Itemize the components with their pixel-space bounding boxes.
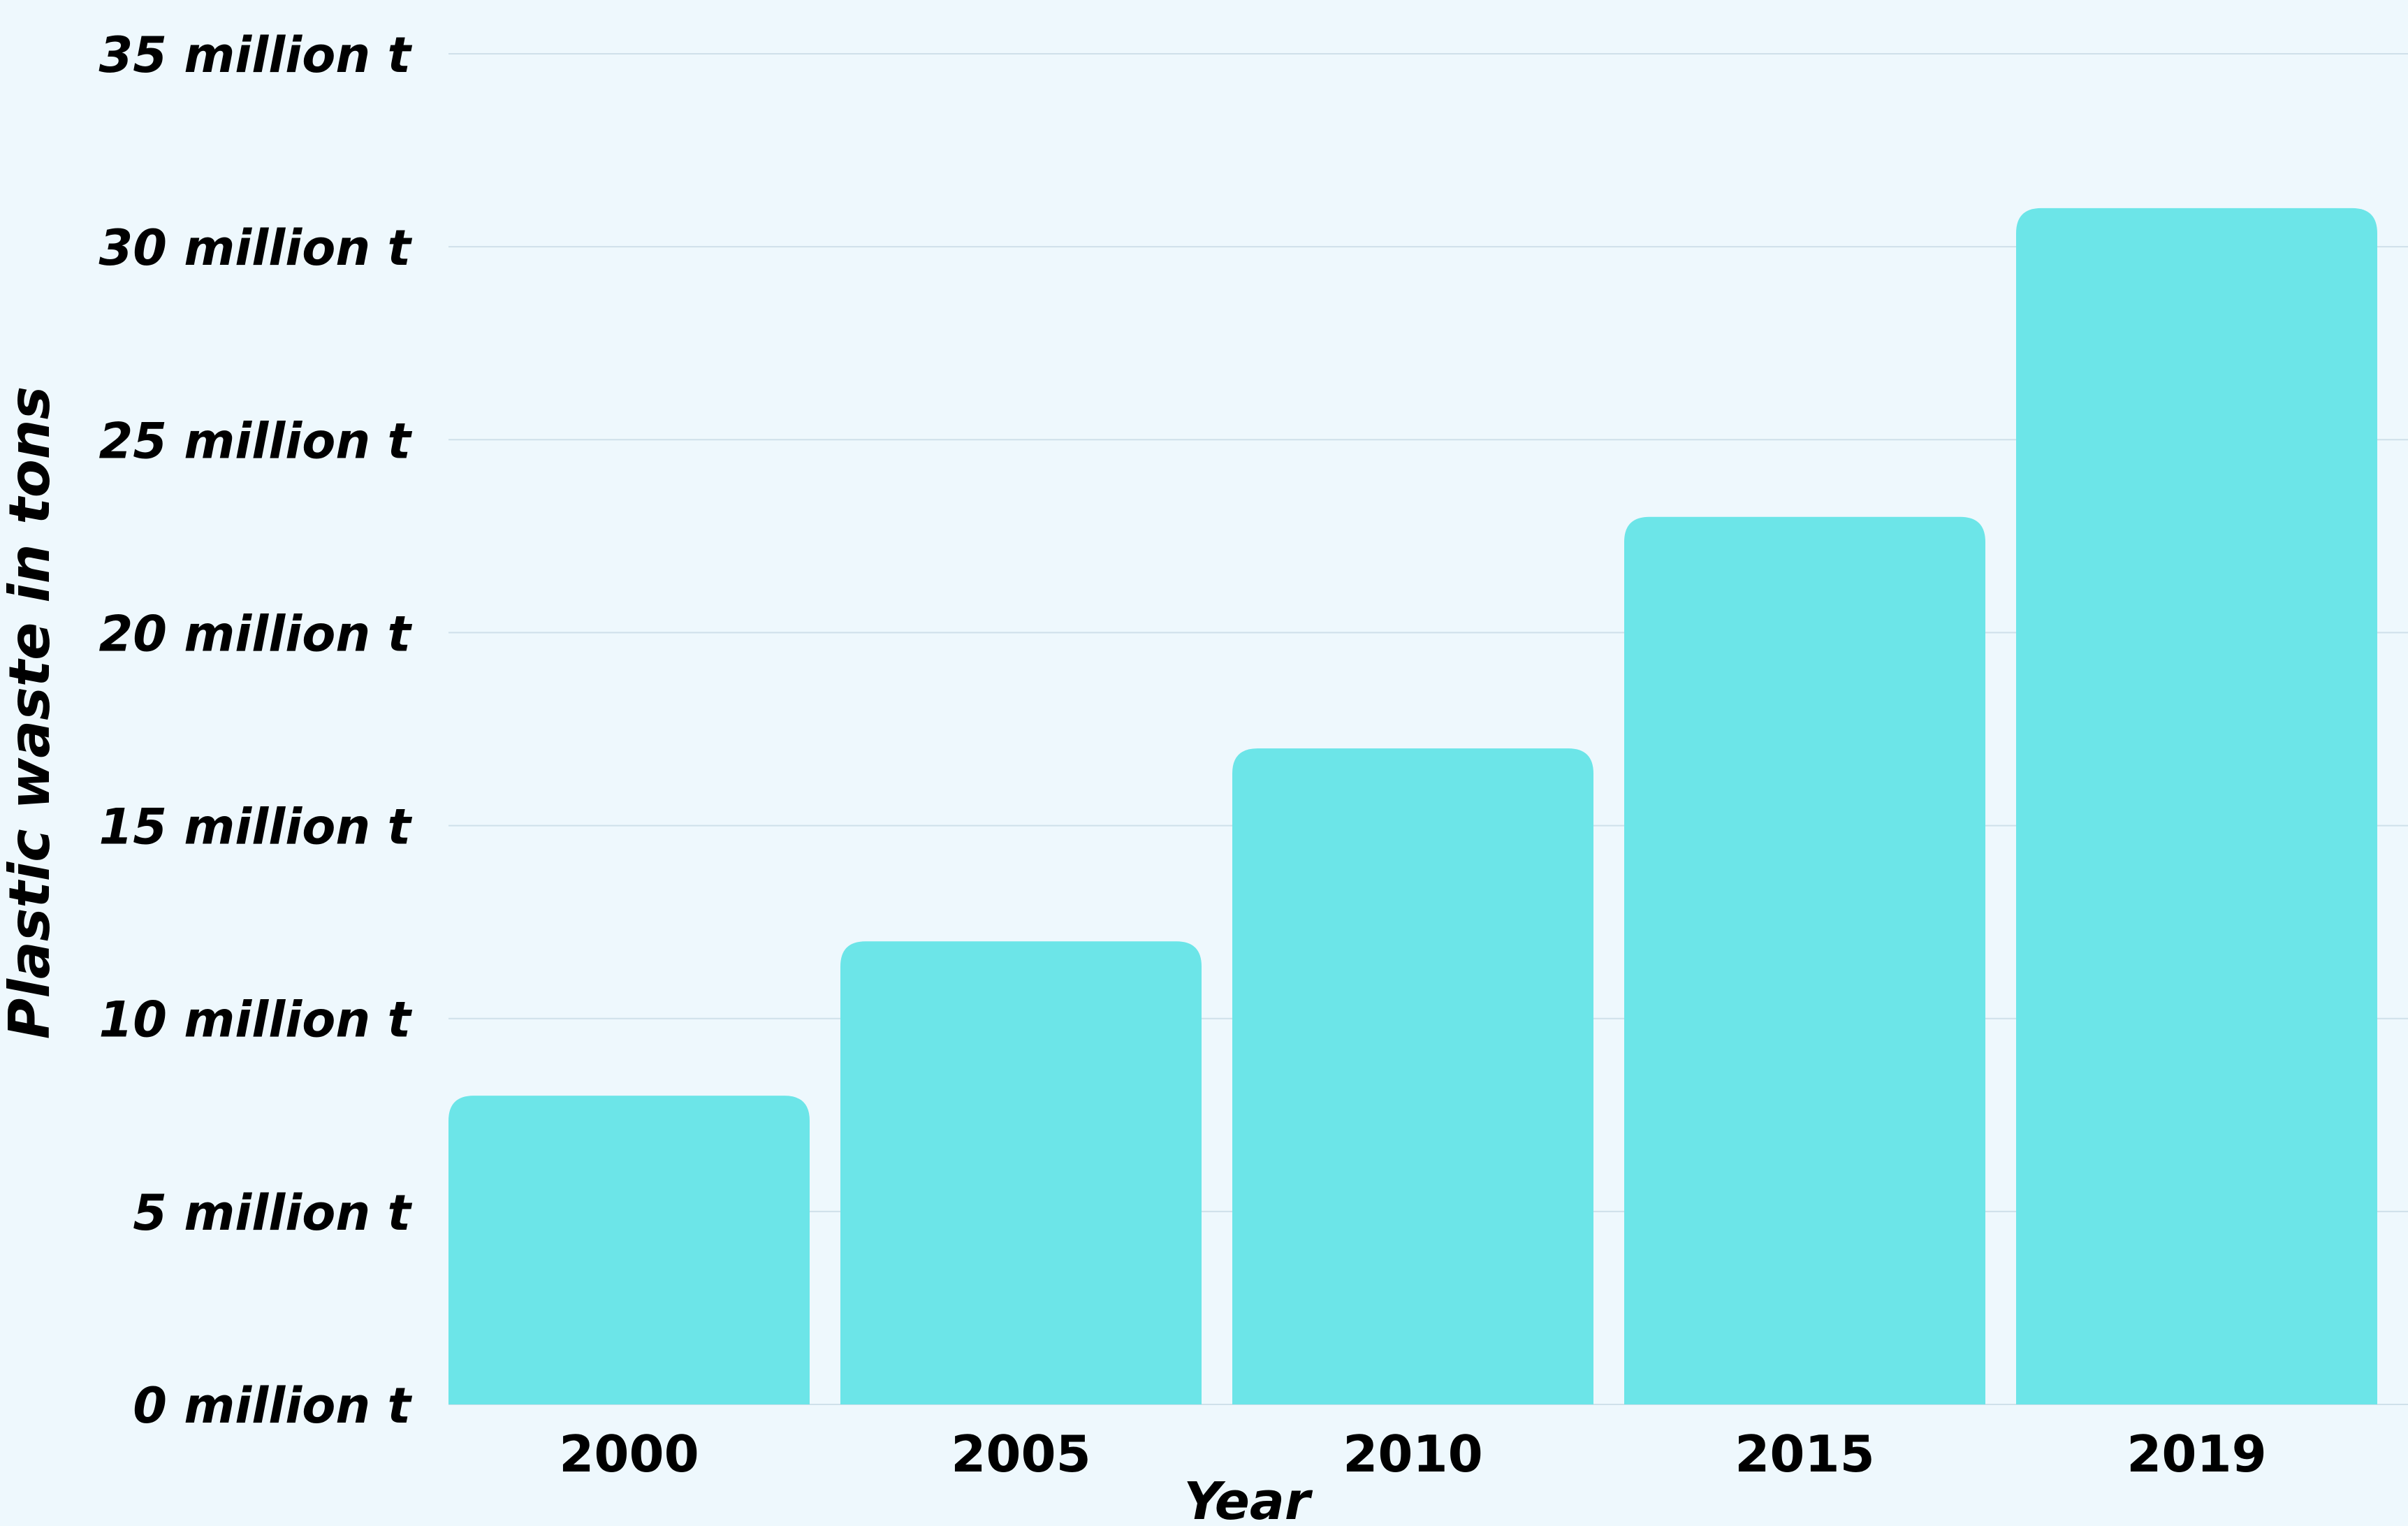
x-tick-label: 2000 xyxy=(559,1425,699,1483)
bar-2015 xyxy=(1624,516,1985,1404)
y-tick-label: 25 million t xyxy=(99,412,413,470)
y-tick-label: 15 million t xyxy=(99,799,413,856)
y-axis-title: Plastic waste in tons xyxy=(0,386,62,1039)
y-tick-label: 5 million t xyxy=(133,1184,412,1242)
bars xyxy=(448,208,2377,1404)
y-tick-label: 0 million t xyxy=(133,1377,412,1434)
x-axis-ticks: 2000 2005 2010 2015 2019 xyxy=(559,1425,2266,1483)
bar-2010 xyxy=(1232,748,1593,1404)
bar-2000 xyxy=(448,1096,810,1404)
y-tick-label: 10 million t xyxy=(99,991,413,1049)
y-axis-ticks: 0 million t 5 million t 10 million t 15 mil… xyxy=(99,27,413,1434)
y-tick-label: 30 million t xyxy=(99,219,413,277)
x-axis-title: Year xyxy=(1184,1472,1313,1526)
bar-2005 xyxy=(840,941,1202,1404)
bar-2019 xyxy=(2016,208,2377,1404)
x-tick-label: 2019 xyxy=(2126,1425,2266,1483)
y-tick-label: 35 million t xyxy=(99,27,413,84)
y-tick-label: 20 million t xyxy=(99,605,413,662)
x-tick-label: 2015 xyxy=(1735,1425,1874,1483)
x-tick-label: 2005 xyxy=(951,1425,1090,1483)
x-tick-label: 2010 xyxy=(1343,1425,1482,1483)
